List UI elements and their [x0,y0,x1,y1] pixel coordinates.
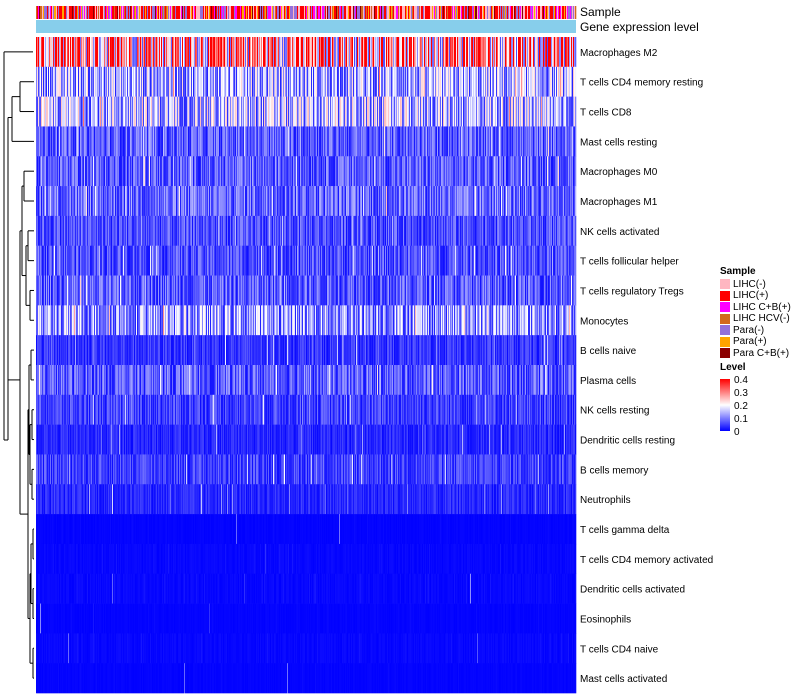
sample-legend: Sample LIHC(-) LIHC(+) LIHC C+B(+) LIHC HCV… [720,266,791,359]
heatmap-row [36,603,577,634]
sample-legend-item: LIHC C+B(+) [720,302,791,314]
heatmap-row [36,365,577,396]
legend-swatch [720,279,730,290]
heatmap-row [36,186,577,217]
row-label: Plasma cells [580,376,636,387]
level-tick-label: 0.3 [734,387,748,399]
legend-swatch [720,348,730,359]
row-label: Macrophages M2 [580,48,658,59]
row-label: T cells gamma delta [580,525,670,536]
level-legend-title: Level [720,362,746,373]
heatmap-row [36,424,577,455]
row-label: Mast cells activated [580,674,667,685]
sample-legend-item: Para(+) [720,336,791,348]
heatmap-row [36,573,577,604]
row-label: T cells CD4 naive [580,644,659,655]
row-label: T cells CD4 memory resting [580,78,703,89]
row-label: NK cells resting [580,406,649,417]
heatmap-row [36,245,577,276]
row-label: Dendritic cells resting [580,436,675,447]
row-label: Neutrophils [580,495,631,506]
legend-label: LIHC C+B(+) [733,301,791,313]
heatmap-row [36,454,577,485]
legend-swatch [720,290,730,301]
legend-label: LIHC(-) [733,278,766,290]
legend-swatch [720,313,730,324]
heatmap-row [36,633,577,664]
heatmap-row [36,663,577,694]
heatmap-row [36,37,577,68]
row-label: Macrophages M0 [580,167,658,178]
row-label: T cells regulatory Tregs [580,286,684,297]
heatmap-row [36,514,577,545]
sample-legend-item: LIHC(+) [720,290,791,302]
heatmap-row [36,126,577,157]
row-label: Eosinophils [580,614,631,625]
heatmap-row [36,335,577,366]
heatmap-row [36,394,577,425]
row-label: T cells CD4 memory activated [580,555,713,566]
legend-label: LIHC(+) [733,290,769,301]
row-label: B cells naive [580,346,637,357]
heatmap-row [36,66,577,97]
gene-expression-annotation-bar [36,20,576,33]
level-legend: Level 0.4 0.3 0.2 0.1 0 [720,362,748,438]
row-label: NK cells activated [580,227,659,238]
row-label: Mast cells resting [580,137,657,148]
annotation-label: Sample [580,5,621,19]
sample-legend-item: LIHC HCV(-) [720,313,791,325]
level-tick-label: 0.2 [734,400,748,412]
legend-label: Para(-) [733,324,765,336]
sample-annotation-bar [36,6,577,19]
row-dendrogram [3,51,34,679]
row-label: Monocytes [580,316,628,327]
heatmap-row [36,215,577,247]
legend-label: Para(+) [733,336,767,347]
level-tick-label: 0.4 [734,374,748,386]
row-label: Dendritic cells activated [580,585,685,596]
row-label: T cells CD8 [580,108,632,119]
heatmap-row [36,543,577,575]
heatmap-row [36,484,577,515]
row-label: Macrophages M1 [580,197,658,208]
legend-label: Para C+B(+) [733,347,790,359]
heatmap-row [36,96,577,127]
level-gradient-bar [720,378,730,431]
legend-swatch [720,302,730,313]
sample-legend-item: Para(-) [720,325,791,337]
sample-legend-title: Sample [720,266,756,277]
sample-legend-item: LIHC(-) [720,279,791,291]
legend-swatch [720,336,730,347]
annotation-label: Gene expression level [580,20,699,34]
legend-label: LIHC HCV(-) [733,313,790,324]
legend-swatch [720,325,730,336]
row-label: B cells memory [580,465,648,476]
heatmap-row [36,275,577,306]
heatmap-row [36,305,577,336]
row-label: T cells follicular helper [580,257,679,268]
sample-legend-item: Para C+B(+) [720,348,791,360]
level-tick-label: 0.1 [734,413,748,425]
heatmap-row [36,156,577,187]
level-tick-label: 0 [734,426,740,438]
